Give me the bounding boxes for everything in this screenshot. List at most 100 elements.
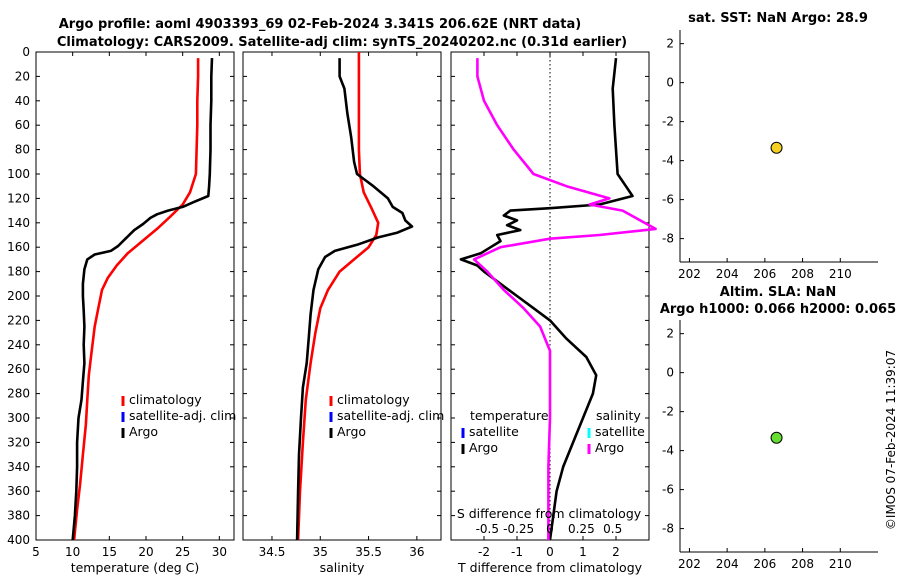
- difference-s-legend-label: salinity: [596, 408, 641, 423]
- difference-panel: -2 -1 0 1 2T difference from climatology temp…: [450, 51, 657, 575]
- temperature-xtick-label: 5: [32, 545, 40, 559]
- temperature-ytick-label: 360: [7, 484, 30, 498]
- temperature-ytick-label: 340: [7, 460, 30, 474]
- difference-s-legend-label: Argo: [595, 440, 624, 455]
- sst-ytick-label: -4: [662, 154, 674, 168]
- temperature-ytick-label: 300: [7, 411, 30, 425]
- sst-map-panel: 2 0 -2 -4 -6 -8 202 204 206 208 210 sat. SST: NaN A…: [662, 11, 878, 281]
- sst-xtick-label: 202: [678, 267, 701, 281]
- temperature-legend-label: climatology: [129, 392, 202, 407]
- temperature-ytick-label: 80: [15, 143, 30, 157]
- sst-ytick-label: -6: [662, 193, 674, 207]
- salinity-legend-label: satellite-adj. clim: [337, 408, 444, 423]
- temperature-ytick-label: 160: [7, 240, 30, 254]
- temperature-panel: 5 10 15 20 25 3002040608010012014016018020022…: [7, 45, 236, 575]
- temperature-axes-box: [35, 51, 235, 541]
- temperature-ytick-label: 180: [7, 265, 30, 279]
- temperature-legend-label: satellite-adj. clim: [129, 408, 236, 423]
- salinity-legend-label: climatology: [337, 392, 410, 407]
- difference-s-tick-label: 0.5: [603, 522, 622, 536]
- temperature-ytick-label: 320: [7, 435, 30, 449]
- difference-t-legend-label: temperature: [470, 408, 549, 423]
- temperature-ytick-label: 40: [15, 94, 30, 108]
- sla-ytick-label: 0: [666, 366, 674, 380]
- temperature-ytick-label: 20: [15, 69, 30, 83]
- difference-series-t-difference-argo: [459, 57, 634, 541]
- temperature-ytick-label: 120: [7, 191, 30, 205]
- temperature-ytick-label: 280: [7, 387, 30, 401]
- difference-t-legend-label: satellite: [469, 424, 519, 439]
- sst-ytick-label: 0: [666, 76, 674, 90]
- sst-xtick-label: 204: [716, 267, 739, 281]
- salinity-legend-label: Argo: [337, 424, 366, 439]
- salinity-panel: 34.5 35 35.5 36 salinity climatologysatellite…: [242, 51, 444, 575]
- sst-xtick-label: 206: [753, 267, 776, 281]
- sla-xtick-label: 208: [791, 557, 814, 571]
- difference-top-axis-label: S difference from climatology: [457, 506, 642, 521]
- temperature-xlabel: temperature (deg C): [71, 560, 200, 575]
- salinity-axes-box: [242, 51, 442, 541]
- sla-xtick-label: 204: [716, 557, 739, 571]
- difference-xtick-label: -1: [511, 545, 523, 559]
- sla-ytick-label: -4: [662, 444, 674, 458]
- temperature-ytick-label: 260: [7, 362, 30, 376]
- salinity-xtick-label: 35: [313, 545, 328, 559]
- temperature-ytick-label: 140: [7, 216, 30, 230]
- difference-xlabel: T difference from climatology: [457, 560, 643, 575]
- sst-title: sat. SST: NaN Argo: 28.9: [688, 11, 868, 26]
- salinity-xlabel: salinity: [320, 560, 365, 575]
- temperature-series-climatology: [72, 58, 200, 541]
- difference-xtick-label: 1: [579, 545, 587, 559]
- salinity-xtick-label: 36: [409, 545, 424, 559]
- salinity-xtick-label: 34.5: [259, 545, 286, 559]
- temperature-xtick-label: 15: [102, 545, 117, 559]
- salinity-series-argo: [295, 58, 414, 541]
- difference-series-s-difference-argo: [472, 58, 657, 540]
- difference-xtick-label: -2: [478, 545, 490, 559]
- sla-point: [770, 431, 783, 444]
- sla-title: Altim. SLA: NaN: [720, 285, 836, 300]
- imos-watermark: ©IMOS 07-Feb-2024 11:39:07: [884, 350, 898, 530]
- temperature-xtick-label: 30: [212, 545, 227, 559]
- temperature-legend-label: Argo: [129, 424, 158, 439]
- temperature-ytick-label: 400: [7, 533, 30, 547]
- difference-s-tick-label: 0: [546, 522, 554, 536]
- sst-ytick-label: -2: [662, 115, 674, 129]
- sla-ytick-label: -2: [662, 405, 674, 419]
- difference-xtick-label: 0: [546, 545, 554, 559]
- sst-point: [770, 141, 783, 154]
- temperature-ytick-label: 380: [7, 509, 30, 523]
- difference-t-legend-label: Argo: [469, 440, 498, 455]
- difference-s-tick-label: -0.25: [503, 522, 534, 536]
- salinity-series-climatology: [296, 52, 380, 541]
- title-line-2: Climatology: CARS2009. Satellite-adj cli…: [57, 35, 627, 50]
- sla-ytick-label: 2: [666, 327, 674, 341]
- difference-s-legend-label: satellite: [595, 424, 645, 439]
- temperature-series-argo: [71, 58, 214, 541]
- sla-ytick-label: -6: [662, 483, 674, 497]
- temperature-ytick-label: 60: [15, 118, 30, 132]
- sst-ytick-label: 2: [666, 37, 674, 51]
- sst-xtick-label: 210: [829, 267, 852, 281]
- temperature-ytick-label: 200: [7, 289, 30, 303]
- title-line-1: Argo profile: aoml 4903393_69 02-Feb-202…: [59, 17, 581, 32]
- difference-s-tick-label: -0.5: [476, 522, 499, 536]
- difference-s-tick-label: 0.25: [568, 522, 595, 536]
- sst-ytick-label: -8: [662, 232, 674, 246]
- sla-xtick-label: 210: [829, 557, 852, 571]
- temperature-ytick-label: 100: [7, 167, 30, 181]
- temperature-xtick-label: 10: [65, 545, 80, 559]
- temperature-xtick-label: 25: [175, 545, 190, 559]
- temperature-xtick-label: 20: [138, 545, 153, 559]
- sla-xtick-label: 206: [753, 557, 776, 571]
- difference-xtick-label: 2: [612, 545, 620, 559]
- temperature-ytick-label: 0: [22, 45, 30, 59]
- salinity-xtick-label: 35.5: [355, 545, 382, 559]
- temperature-ytick-label: 240: [7, 338, 30, 352]
- sla-map-panel: 2 0 -2 -4 -6 -8 202 204 206 208 210 Altim. SLA: NaN…: [660, 285, 896, 571]
- sst-xtick-label: 208: [791, 267, 814, 281]
- sla-xtick-label: 202: [678, 557, 701, 571]
- sla-ytick-label: -8: [662, 522, 674, 536]
- temperature-ytick-label: 220: [7, 313, 30, 327]
